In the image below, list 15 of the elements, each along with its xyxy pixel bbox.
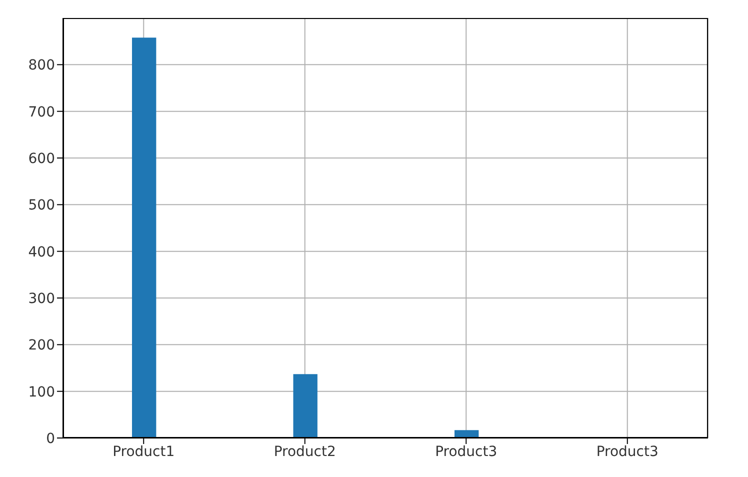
y-tick-label: 500 (28, 198, 55, 214)
y-tick-label: 300 (28, 290, 55, 307)
y-tick-label: 600 (28, 150, 55, 167)
x-tick-label: Product2 (274, 444, 336, 460)
bar (132, 38, 156, 438)
x-tick-label: Product1 (112, 444, 175, 460)
y-tick-label: 400 (28, 244, 55, 260)
bar (293, 374, 318, 438)
y-tick-label: 700 (28, 104, 55, 120)
y-tick-label: 200 (28, 338, 55, 354)
x-tick-label: Product3 (596, 444, 658, 460)
y-tick-label: 0 (46, 430, 55, 447)
x-tick-label: Product3 (435, 444, 498, 460)
y-tick-label: 100 (28, 384, 55, 400)
y-tick-label: 800 (28, 58, 55, 74)
